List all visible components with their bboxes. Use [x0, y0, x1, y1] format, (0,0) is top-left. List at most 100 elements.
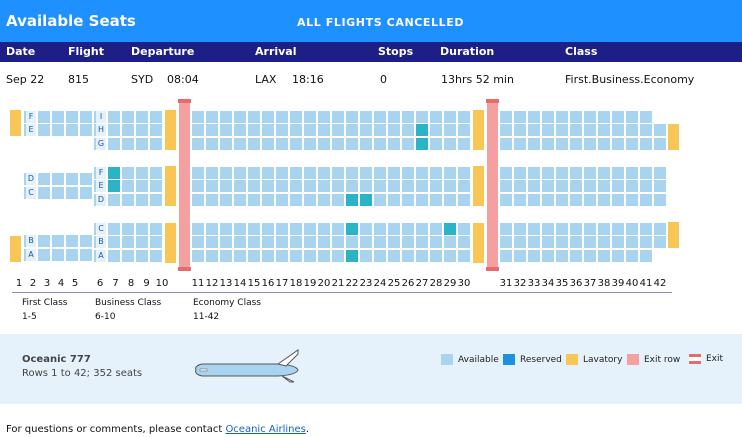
seat[interactable] — [500, 138, 512, 150]
seat[interactable] — [234, 124, 246, 136]
seat[interactable] — [388, 236, 400, 248]
seat[interactable] — [626, 194, 638, 206]
seat[interactable] — [136, 124, 148, 136]
seat[interactable] — [640, 250, 652, 262]
seat[interactable] — [528, 236, 540, 248]
seat[interactable] — [220, 194, 232, 206]
seat[interactable] — [640, 194, 652, 206]
seat[interactable] — [276, 111, 288, 123]
seat[interactable] — [570, 194, 582, 206]
seat[interactable] — [416, 223, 428, 235]
seat[interactable] — [528, 111, 540, 123]
seat[interactable] — [514, 180, 526, 192]
seat[interactable] — [500, 223, 512, 235]
seat[interactable] — [136, 167, 148, 179]
seat[interactable] — [430, 124, 442, 136]
seat[interactable] — [556, 236, 568, 248]
seat[interactable] — [388, 223, 400, 235]
seat[interactable] — [136, 194, 148, 206]
seat[interactable] — [360, 194, 372, 206]
seat[interactable] — [458, 167, 470, 179]
seat[interactable] — [444, 180, 456, 192]
seat[interactable] — [318, 138, 330, 150]
seat[interactable] — [458, 223, 470, 235]
seat[interactable] — [262, 194, 274, 206]
seat[interactable] — [416, 167, 428, 179]
seat[interactable] — [626, 236, 638, 248]
seat[interactable] — [346, 194, 358, 206]
seat[interactable] — [66, 111, 78, 123]
seat[interactable] — [150, 250, 162, 262]
seat[interactable] — [66, 187, 78, 199]
seat[interactable] — [304, 223, 316, 235]
seat[interactable] — [304, 194, 316, 206]
seat[interactable] — [388, 194, 400, 206]
seat[interactable] — [150, 194, 162, 206]
seat[interactable] — [220, 250, 232, 262]
seat[interactable] — [402, 111, 414, 123]
seat[interactable] — [388, 180, 400, 192]
seat[interactable] — [416, 124, 428, 136]
seat[interactable] — [206, 236, 218, 248]
seat[interactable] — [388, 250, 400, 262]
seat[interactable] — [206, 180, 218, 192]
seat[interactable] — [430, 194, 442, 206]
seat[interactable] — [192, 236, 204, 248]
seat[interactable] — [332, 167, 344, 179]
seat[interactable] — [108, 223, 120, 235]
seat[interactable] — [430, 250, 442, 262]
seat[interactable] — [626, 111, 638, 123]
seat[interactable] — [122, 250, 134, 262]
seat[interactable] — [234, 223, 246, 235]
seat[interactable] — [542, 236, 554, 248]
seat[interactable] — [108, 194, 120, 206]
seat[interactable] — [598, 180, 610, 192]
seat[interactable] — [402, 167, 414, 179]
seat[interactable] — [192, 194, 204, 206]
seat[interactable] — [248, 167, 260, 179]
seat[interactable] — [388, 138, 400, 150]
seat[interactable] — [528, 223, 540, 235]
seat[interactable] — [150, 167, 162, 179]
seat[interactable] — [332, 111, 344, 123]
seat[interactable] — [584, 223, 596, 235]
seat[interactable] — [192, 180, 204, 192]
seat[interactable] — [136, 138, 148, 150]
seat[interactable] — [262, 250, 274, 262]
seat[interactable] — [192, 111, 204, 123]
seat[interactable] — [108, 250, 120, 262]
seat[interactable] — [80, 111, 92, 123]
seat[interactable] — [38, 111, 50, 123]
seat[interactable] — [556, 250, 568, 262]
seat[interactable] — [290, 138, 302, 150]
seat[interactable] — [262, 111, 274, 123]
seat[interactable] — [52, 187, 64, 199]
seat[interactable] — [290, 236, 302, 248]
seat[interactable] — [80, 187, 92, 199]
seat[interactable] — [626, 138, 638, 150]
seat[interactable] — [374, 138, 386, 150]
seat[interactable] — [500, 250, 512, 262]
seat[interactable] — [276, 194, 288, 206]
seat[interactable] — [66, 235, 78, 247]
seat[interactable] — [234, 194, 246, 206]
seat[interactable] — [122, 167, 134, 179]
seat[interactable] — [640, 236, 652, 248]
seat[interactable] — [514, 223, 526, 235]
seat[interactable] — [332, 223, 344, 235]
seat[interactable] — [206, 138, 218, 150]
seat[interactable] — [220, 111, 232, 123]
seat[interactable] — [388, 167, 400, 179]
seat[interactable] — [290, 111, 302, 123]
seat[interactable] — [206, 194, 218, 206]
seat[interactable] — [248, 138, 260, 150]
seat[interactable] — [234, 250, 246, 262]
seat[interactable] — [206, 250, 218, 262]
seat[interactable] — [192, 138, 204, 150]
seat[interactable] — [528, 194, 540, 206]
seat[interactable] — [360, 223, 372, 235]
seat[interactable] — [262, 138, 274, 150]
seat[interactable] — [640, 167, 652, 179]
seat[interactable] — [206, 223, 218, 235]
seat[interactable] — [556, 223, 568, 235]
